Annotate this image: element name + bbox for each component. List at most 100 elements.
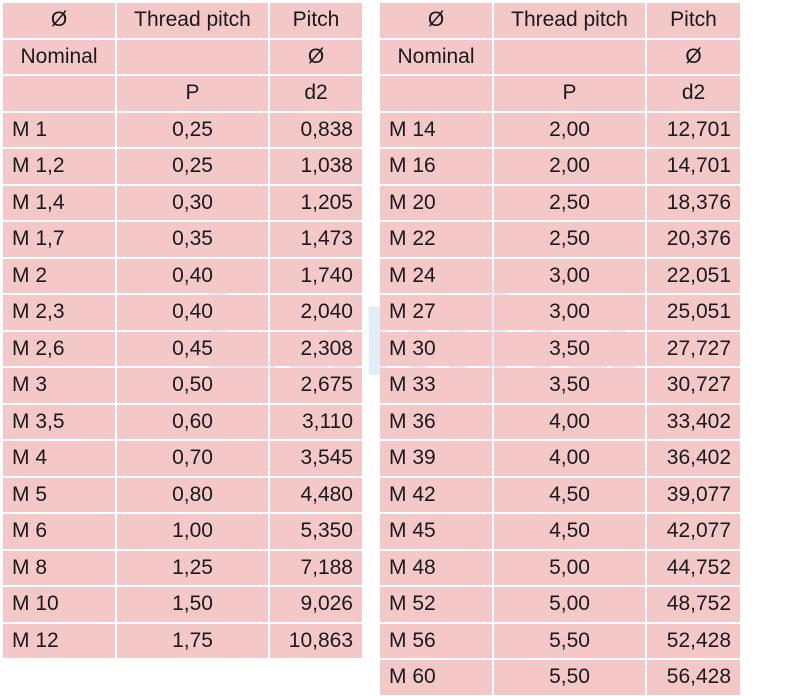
table-cell: 2,50 <box>494 185 645 220</box>
table-cell: 27,727 <box>647 331 740 366</box>
table-cell: 0,30 <box>117 185 268 220</box>
table-cell: 0,40 <box>117 258 268 293</box>
table-cell: 2,50 <box>494 222 645 257</box>
header-cell: Thread pitch <box>117 3 268 38</box>
table-cell: 36,402 <box>647 441 740 476</box>
header-cell: Nominal <box>380 39 492 74</box>
table-cell: 30,727 <box>647 368 740 403</box>
table-cell: M 8 <box>3 550 115 585</box>
table-cell: M 12 <box>3 623 115 658</box>
table-cell: M 2 <box>3 258 115 293</box>
header-cell: Ø <box>380 3 492 38</box>
table-cell: M 42 <box>380 477 492 512</box>
table-cell: 5,50 <box>494 623 645 658</box>
table-cell: 4,00 <box>494 441 645 476</box>
table-cell: 25,051 <box>647 295 740 330</box>
table-cell: M 22 <box>380 222 492 257</box>
table-cell: M 20 <box>380 185 492 220</box>
table-cell: 2,040 <box>270 295 362 330</box>
table-cell: 5,00 <box>494 587 645 622</box>
table-cell: 2,675 <box>270 368 362 403</box>
table-cell: 22,051 <box>647 258 740 293</box>
table-cell: M 36 <box>380 404 492 439</box>
table-cell: M 45 <box>380 514 492 549</box>
table-cell: 2,00 <box>494 149 645 184</box>
header-cell: Pitch <box>270 3 362 38</box>
table-cell: 5,00 <box>494 550 645 585</box>
table-cell: M 5 <box>3 477 115 512</box>
table-cell: M 1 <box>3 112 115 147</box>
table-cell: 0,838 <box>270 112 362 147</box>
table-cell: 0,80 <box>117 477 268 512</box>
table-cell: 3,00 <box>494 295 645 330</box>
table-cell: M 3,5 <box>3 404 115 439</box>
table-cell: M 27 <box>380 295 492 330</box>
table-cell: 48,752 <box>647 587 740 622</box>
table-cell: M 16 <box>380 149 492 184</box>
table-cell: 1,75 <box>117 623 268 658</box>
table-cell: 14,701 <box>647 149 740 184</box>
header-cell: Ø <box>647 39 740 74</box>
table-cell: 7,188 <box>270 550 362 585</box>
table-cell: 4,480 <box>270 477 362 512</box>
header-cell <box>117 39 268 74</box>
table-cell: 5,350 <box>270 514 362 549</box>
table-cell: M 10 <box>3 587 115 622</box>
table-cell: 10,863 <box>270 623 362 658</box>
table-cell: 1,473 <box>270 222 362 257</box>
table-cell: M 30 <box>380 331 492 366</box>
table-cell: 20,376 <box>647 222 740 257</box>
table-cell: M 60 <box>380 660 492 695</box>
header-cell: Ø <box>270 39 362 74</box>
table-cell: M 3 <box>3 368 115 403</box>
table-cell: 0,25 <box>117 149 268 184</box>
table-cell: M 39 <box>380 441 492 476</box>
table-cell: 1,205 <box>270 185 362 220</box>
header-cell: Ø <box>3 3 115 38</box>
table-cell: 3,545 <box>270 441 362 476</box>
header-cell <box>380 76 492 111</box>
table-cell: 1,25 <box>117 550 268 585</box>
table-cell: 18,376 <box>647 185 740 220</box>
table-cell: M 56 <box>380 623 492 658</box>
table-cell: 4,00 <box>494 404 645 439</box>
table-cell: M 1,7 <box>3 222 115 257</box>
table-cell: 0,50 <box>117 368 268 403</box>
table-cell: 52,428 <box>647 623 740 658</box>
table-cell: M 14 <box>380 112 492 147</box>
header-cell: P <box>494 76 645 111</box>
table-cell: M 2,3 <box>3 295 115 330</box>
table-cell: 56,428 <box>647 660 740 695</box>
table-cell: 3,50 <box>494 368 645 403</box>
table-cell: 5,50 <box>494 660 645 695</box>
table-cell: M 1,4 <box>3 185 115 220</box>
table-cell: 0,60 <box>117 404 268 439</box>
header-cell: Nominal <box>3 39 115 74</box>
header-cell <box>3 76 115 111</box>
table-cell: 4,50 <box>494 477 645 512</box>
table-cell: M 52 <box>380 587 492 622</box>
table-cell: 39,077 <box>647 477 740 512</box>
header-cell: Thread pitch <box>494 3 645 38</box>
table-cell: 3,00 <box>494 258 645 293</box>
table-cell: 2,308 <box>270 331 362 366</box>
table-cell: 44,752 <box>647 550 740 585</box>
table-cell: 33,402 <box>647 404 740 439</box>
table-cell: 2,00 <box>494 112 645 147</box>
table-cell: 0,25 <box>117 112 268 147</box>
table-cell: 1,50 <box>117 587 268 622</box>
table-cell: 0,70 <box>117 441 268 476</box>
header-cell <box>494 39 645 74</box>
table-cell: 9,026 <box>270 587 362 622</box>
table-cell: M 24 <box>380 258 492 293</box>
table-cell: 1,00 <box>117 514 268 549</box>
table-cell: 12,701 <box>647 112 740 147</box>
header-cell: Pitch <box>647 3 740 38</box>
header-cell: d2 <box>647 76 740 111</box>
table-cell: 0,45 <box>117 331 268 366</box>
table-cell: 1,740 <box>270 258 362 293</box>
table-cell: M 6 <box>3 514 115 549</box>
table-cell: M 48 <box>380 550 492 585</box>
header-cell: d2 <box>270 76 362 111</box>
